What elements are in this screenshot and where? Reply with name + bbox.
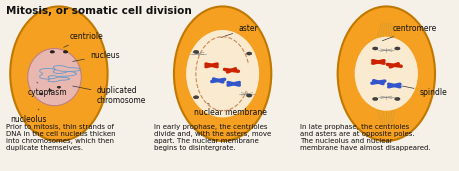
Ellipse shape — [246, 94, 251, 97]
Ellipse shape — [372, 97, 377, 101]
Text: spindle: spindle — [402, 86, 446, 97]
Ellipse shape — [57, 86, 61, 88]
Text: Mitosis, or somatic cell division: Mitosis, or somatic cell division — [6, 6, 191, 16]
Ellipse shape — [372, 47, 377, 50]
Ellipse shape — [193, 50, 198, 53]
Text: Prior to mitosis, thin strands of
DNA in the cell nucleus thicken
into chromosom: Prior to mitosis, thin strands of DNA in… — [6, 124, 115, 151]
Text: duplicated
chromosome: duplicated chromosome — [73, 86, 146, 105]
Ellipse shape — [28, 49, 81, 106]
Text: centromere: centromere — [381, 24, 436, 41]
Text: cytoplasm: cytoplasm — [28, 82, 67, 97]
Ellipse shape — [63, 51, 67, 53]
Ellipse shape — [193, 96, 198, 99]
Ellipse shape — [174, 6, 271, 141]
Ellipse shape — [394, 47, 399, 50]
Ellipse shape — [337, 6, 434, 141]
Text: nucleolus: nucleolus — [10, 109, 47, 124]
Ellipse shape — [354, 37, 417, 111]
Ellipse shape — [39, 93, 43, 95]
Ellipse shape — [10, 6, 107, 141]
Ellipse shape — [48, 90, 52, 91]
Text: In early prophase, the centrioles
divide and, with the asters, move
apart. The n: In early prophase, the centrioles divide… — [154, 124, 271, 151]
Text: nucleus: nucleus — [73, 51, 119, 61]
Ellipse shape — [186, 30, 258, 117]
Ellipse shape — [394, 97, 399, 101]
Ellipse shape — [50, 51, 54, 53]
Text: centriole: centriole — [63, 32, 103, 47]
Text: In late prophase, the centrioles
and asters are at opposite poles.
The nucleolus: In late prophase, the centrioles and ast… — [299, 124, 430, 151]
Text: nuclear membrane: nuclear membrane — [193, 103, 266, 117]
Text: aster: aster — [220, 24, 257, 37]
Ellipse shape — [246, 52, 251, 55]
